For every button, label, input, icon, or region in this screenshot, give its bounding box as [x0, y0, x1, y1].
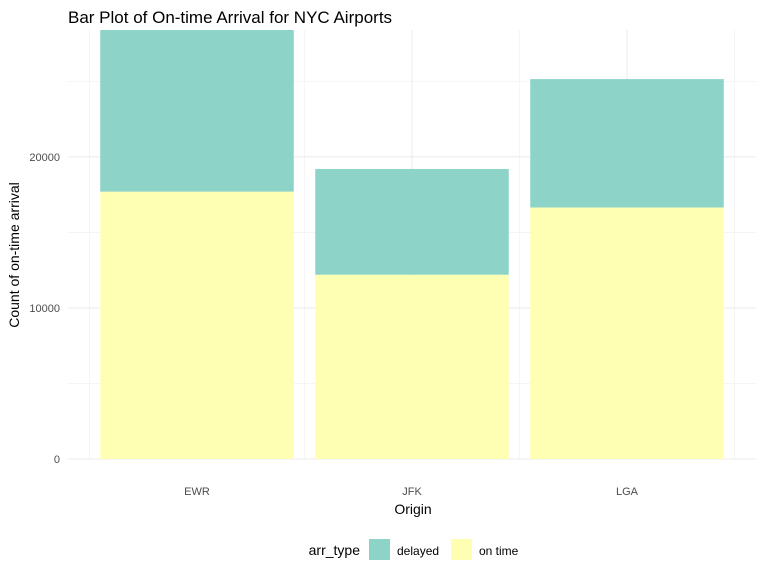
legend: arr_type delayed on time [309, 539, 519, 560]
chart-title: Bar Plot of On-time Arrival for NYC Airp… [68, 8, 392, 27]
legend-key-delayed [369, 539, 390, 560]
y-axis-title: Count of on-time arrival [6, 182, 22, 328]
bar-JFK-on-time [315, 274, 509, 459]
x-tick-label: LGA [616, 486, 639, 498]
x-tick-label: EWR [184, 486, 210, 498]
bar-EWR-on-time [100, 191, 294, 459]
bar-JFK-delayed [315, 168, 509, 275]
bar-LGA-on-time [530, 207, 724, 459]
legend-key-on-time [451, 539, 472, 560]
legend-label-on-time: on time [479, 544, 519, 558]
y-axis-ticks: 0 10000 20000 [29, 152, 60, 466]
x-axis-ticks: EWR JFK LGA [184, 486, 639, 498]
legend-title: arr_type [309, 542, 361, 558]
bars-group [100, 30, 724, 459]
bar-EWR-delayed [100, 30, 294, 192]
y-tick-label: 10000 [29, 303, 60, 315]
legend-label-delayed: delayed [397, 544, 439, 558]
x-tick-label: JFK [402, 486, 422, 498]
x-axis-title: Origin [394, 501, 431, 517]
y-tick-label: 0 [54, 454, 60, 466]
y-tick-label: 20000 [29, 152, 60, 164]
bar-LGA-delayed [530, 79, 724, 208]
